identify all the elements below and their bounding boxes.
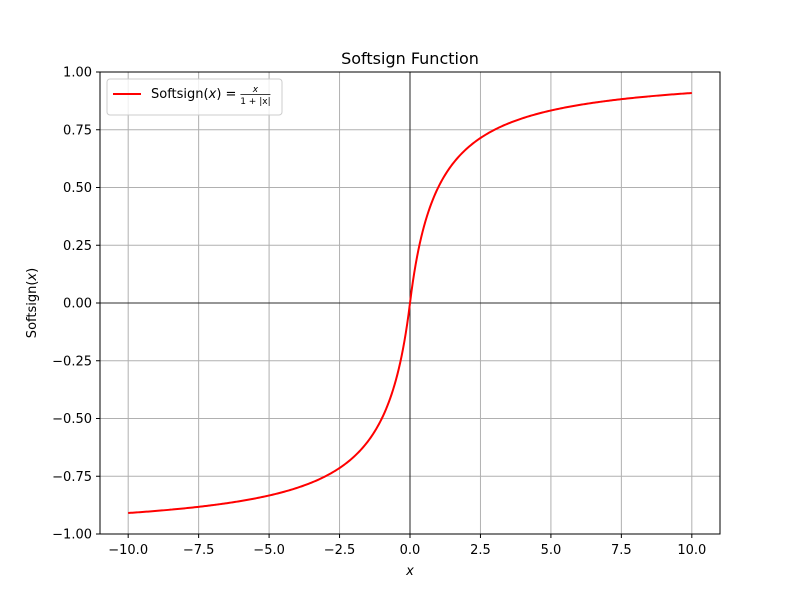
x-tick-label-2: −5.0: [253, 543, 285, 558]
x-tick-label-3: −2.5: [324, 543, 356, 558]
y-tick-label-3: −0.25: [52, 354, 92, 369]
y-tick-label-4: 0.00: [63, 297, 92, 312]
y-axis-label-suffix: ): [25, 268, 40, 273]
y-axis-label-var: x: [25, 273, 40, 282]
y-axis-label: Softsign(x): [25, 268, 40, 338]
x-tick-label-6: 5.0: [541, 543, 562, 558]
x-tick-label-7: 7.5: [611, 543, 632, 558]
legend-fraction-numerator: x: [252, 85, 259, 95]
y-tick-label-5: 0.25: [63, 239, 92, 254]
x-tick-label-4: 0.0: [400, 543, 421, 558]
legend-label-prefix: Softsign(: [151, 87, 209, 102]
y-tick-label-1: −0.75: [52, 470, 92, 485]
y-ticks: −1.00 −0.75 −0.50 −0.25 0.00 0.25 0.50 0.75 1.00: [52, 66, 100, 543]
legend-label-var: x: [208, 87, 217, 102]
legend: Softsign(x) = x 1 + |x|: [107, 79, 282, 115]
legend-fraction-denominator: 1 + |x|: [240, 97, 270, 107]
y-tick-label-2: −0.50: [52, 412, 92, 427]
x-ticks: −10.0 −7.5 −5.0 −2.5 0.0 2.5 5.0 7.5 10.0: [108, 534, 706, 558]
y-tick-label-6: 0.50: [63, 181, 92, 196]
y-tick-label-0: −1.00: [52, 528, 92, 543]
legend-label-mid: ) =: [216, 87, 236, 102]
x-tick-label-1: −7.5: [183, 543, 215, 558]
y-tick-label-8: 1.00: [63, 66, 92, 81]
x-tick-label-5: 2.5: [470, 543, 491, 558]
x-tick-label-8: 10.0: [677, 543, 706, 558]
y-tick-label-7: 0.75: [63, 123, 92, 138]
x-tick-label-0: −10.0: [108, 543, 148, 558]
chart-title: Softsign Function: [341, 49, 479, 68]
y-axis-label-prefix: Softsign(: [25, 281, 40, 339]
legend-label: Softsign(x) =: [151, 87, 236, 102]
x-axis-label: x: [405, 564, 414, 579]
